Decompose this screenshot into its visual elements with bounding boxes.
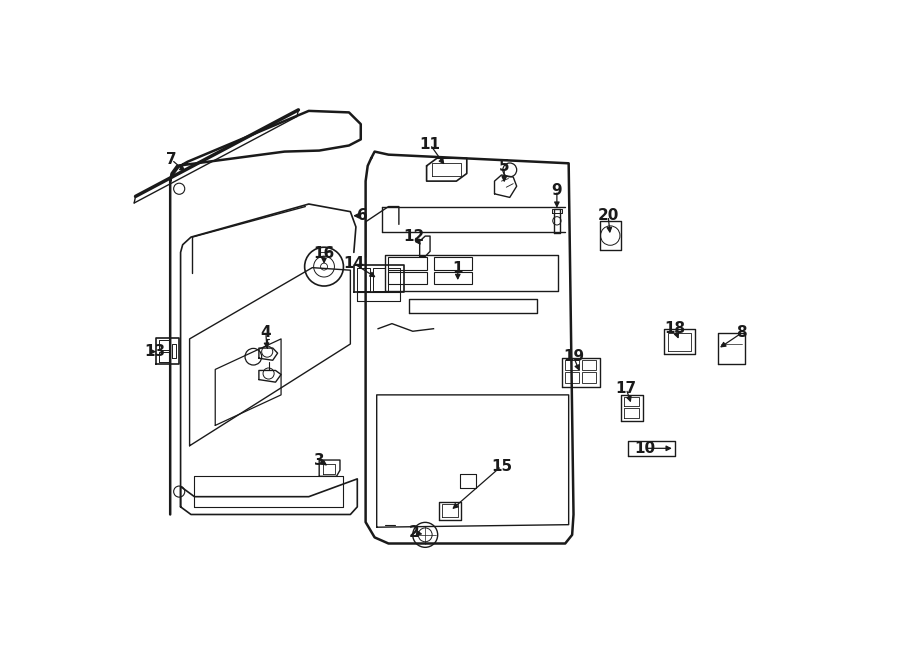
Text: 11: 11: [419, 137, 441, 152]
Text: 13: 13: [144, 344, 166, 359]
Bar: [434, 258, 472, 270]
Text: 17: 17: [616, 381, 636, 397]
Text: 18: 18: [664, 321, 685, 336]
Text: 16: 16: [313, 246, 335, 261]
Text: 14: 14: [343, 256, 364, 271]
Bar: [581, 373, 596, 383]
Bar: [389, 258, 427, 270]
Bar: [565, 373, 579, 383]
Text: 12: 12: [403, 229, 425, 244]
Bar: [565, 360, 579, 370]
Text: 7: 7: [166, 152, 177, 167]
Bar: [434, 272, 472, 284]
Text: 6: 6: [357, 208, 368, 223]
Text: 2: 2: [409, 525, 419, 540]
Text: 8: 8: [736, 325, 747, 340]
Bar: [389, 272, 427, 284]
Text: 5: 5: [499, 159, 509, 175]
Text: 19: 19: [563, 349, 584, 364]
Text: 10: 10: [634, 441, 655, 456]
Text: 1: 1: [453, 261, 463, 276]
Text: 20: 20: [598, 208, 619, 223]
Text: 15: 15: [491, 459, 512, 474]
Text: 4: 4: [260, 325, 271, 340]
Text: 9: 9: [552, 183, 562, 198]
Text: 3: 3: [314, 453, 325, 467]
Bar: [581, 360, 596, 370]
